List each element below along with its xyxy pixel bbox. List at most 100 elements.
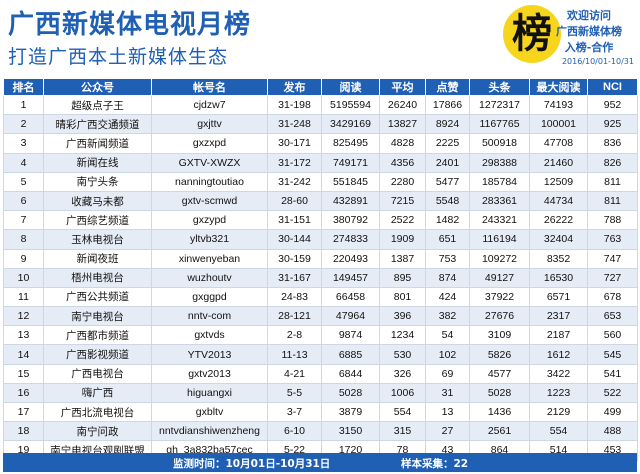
col-header-account[interactable]: 公众号	[43, 78, 152, 96]
cell-handle: nntvdianshiwenzheng	[151, 421, 268, 442]
table-row[interactable]: 13 广西都市频道 gxtvds 2-8 9874 1234 54 3109 2187 560	[3, 325, 638, 346]
cell-max-reads: 2317	[529, 306, 588, 327]
table-row[interactable]: 15 广西电视台 gxtv2013 4-21 6844 326 69 4577 3422 541	[3, 363, 638, 384]
cell-reads: 47964	[321, 306, 380, 327]
table-row[interactable]: 14 广西影视频道 YTV2013 11-13 6885 530 102 5826 1612 54…	[3, 344, 638, 365]
col-header-headline[interactable]: 头条	[469, 78, 530, 96]
cell-average: 7215	[379, 190, 426, 212]
cell-average: 4828	[379, 133, 426, 154]
cell-reads: 6885	[321, 344, 380, 365]
table-body: 1 超级点子王 cjdzw7 31-198 5195594 26240 17866 12723…	[3, 94, 638, 461]
cell-account: 收藏马未都	[43, 190, 152, 212]
cell-average: 530	[379, 344, 426, 365]
footer-bar: 监测时间：10月01日-10月31日 样本采集：22	[3, 453, 637, 472]
cell-account: 广西影视频道	[43, 344, 152, 365]
cell-max-reads: 44734	[529, 190, 588, 212]
cell-headline: 116194	[469, 229, 530, 250]
promo-line-welcome: 欢迎访问	[567, 9, 611, 22]
cell-reads: 6844	[321, 363, 380, 384]
table-row[interactable]: 2 晴彩广西交通频道 gxjttv 31-248 3429169 13827 8924 116…	[3, 114, 638, 135]
cell-average: 895	[379, 267, 426, 288]
table-row[interactable]: 6 收藏马未都 gxtv-scmwd 28-60 432891 7215 5548 28336…	[3, 190, 638, 212]
promo-text[interactable]: 欢迎访问 广西新媒体榜 入榜-合作	[548, 8, 630, 56]
cell-rank: 14	[3, 344, 44, 365]
cell-posts: 3-7	[267, 401, 322, 423]
table-row[interactable]: 16 嗨广西 higuangxi 5-5 5028 1006 31 5028 1223 522	[3, 382, 638, 404]
table-row[interactable]: 12 南宁电视台 nntv-com 28-121 47964 396 382 27676 231…	[3, 306, 638, 327]
cell-nci: 545	[587, 344, 638, 365]
cell-nci: 747	[587, 248, 638, 269]
cell-handle: higuangxi	[151, 382, 268, 404]
bang-logo[interactable]: 榜	[503, 5, 561, 63]
cell-likes: 651	[425, 229, 470, 250]
cell-handle: gxggpd	[151, 286, 268, 308]
cell-max-reads: 26222	[529, 210, 588, 231]
cell-nci: 522	[587, 382, 638, 404]
cell-reads: 220493	[321, 248, 380, 269]
cell-headline: 1167765	[469, 114, 530, 135]
cell-average: 1387	[379, 248, 426, 269]
cell-nci: 763	[587, 229, 638, 250]
col-header-posts[interactable]: 发布	[267, 78, 322, 96]
cell-nci: 925	[587, 114, 638, 135]
cell-reads: 551845	[321, 171, 380, 192]
table-row[interactable]: 11 广西公共频道 gxggpd 24-83 66458 801 424 37922 6571 6…	[3, 286, 638, 308]
cell-max-reads: 6571	[529, 286, 588, 308]
cell-posts: 6-10	[267, 421, 322, 442]
col-header-handle[interactable]: 帐号名	[151, 78, 268, 96]
cell-account: 广西电视台	[43, 363, 152, 384]
cell-reads: 274833	[321, 229, 380, 250]
cell-reads: 825495	[321, 133, 380, 154]
col-header-reads[interactable]: 阅读	[321, 78, 380, 96]
cell-headline: 1436	[469, 401, 530, 423]
cell-max-reads: 21460	[529, 152, 588, 173]
cell-average: 326	[379, 363, 426, 384]
cell-rank: 13	[3, 325, 44, 346]
cell-posts: 31-198	[267, 94, 322, 116]
table-row[interactable]: 10 梧州电视台 wuzhoutv 31-167 149457 895 874 49127 16…	[3, 267, 638, 288]
cell-headline: 1272317	[469, 94, 530, 116]
cell-posts: 30-159	[267, 248, 322, 269]
cell-headline: 5028	[469, 382, 530, 404]
page-subtitle: 打造广西本土新媒体生态	[8, 46, 229, 68]
cell-account: 广西公共频道	[43, 286, 152, 308]
cell-posts: 31-172	[267, 152, 322, 173]
col-header-nci[interactable]: NCI	[587, 78, 638, 96]
cell-headline: 243321	[469, 210, 530, 231]
cell-nci: 488	[587, 421, 638, 442]
cell-likes: 13	[425, 401, 470, 423]
cell-likes: 69	[425, 363, 470, 384]
cell-likes: 17866	[425, 94, 470, 116]
col-header-rank[interactable]: 排名	[3, 78, 44, 96]
cell-handle: nntv-com	[151, 306, 268, 327]
col-header-average[interactable]: 平均	[379, 78, 426, 96]
table-row[interactable]: 1 超级点子王 cjdzw7 31-198 5195594 26240 17866 12723…	[3, 94, 638, 116]
cell-rank: 11	[3, 286, 44, 308]
cell-account: 嗨广西	[43, 382, 152, 404]
table-row[interactable]: 3 广西新闻频道 gxzxpd 30-171 825495 4828 2225 500918 4…	[3, 133, 638, 154]
cell-headline: 2561	[469, 421, 530, 442]
cell-account: 广西都市频道	[43, 325, 152, 346]
table-row[interactable]: 18 南宁问政 nntvdianshiwenzheng 6-10 3150 315 27 25…	[3, 421, 638, 442]
cell-nci: 826	[587, 152, 638, 173]
cell-rank: 10	[3, 267, 44, 288]
cell-reads: 66458	[321, 286, 380, 308]
table-row[interactable]: 4 新闻在线 GXTV-XWZX 31-172 749171 4356 2401 298388…	[3, 152, 638, 173]
cell-average: 13827	[379, 114, 426, 135]
cell-account: 新闻在线	[43, 152, 152, 173]
cell-posts: 11-13	[267, 344, 322, 365]
cell-account: 超级点子王	[43, 94, 152, 116]
table-row[interactable]: 7 广西综艺频道 gxzypd 31-151 380792 2522 1482 243321 2…	[3, 210, 638, 231]
cell-average: 315	[379, 421, 426, 442]
cell-likes: 382	[425, 306, 470, 327]
table-row[interactable]: 9 新闻夜班 xinwenyeban 30-159 220493 1387 753 10927…	[3, 248, 638, 269]
table-row[interactable]: 17 广西北流电视台 gxbltv 3-7 3879 554 13 1436 2129 499	[3, 401, 638, 423]
table-row[interactable]: 5 南宁头条 nanningtoutiao 31-242 551845 2280 5477 1…	[3, 171, 638, 192]
cell-reads: 5028	[321, 382, 380, 404]
cell-posts: 28-60	[267, 190, 322, 212]
table-row[interactable]: 8 玉林电视台 yltvb321 30-144 274833 1909 651 116194 3…	[3, 229, 638, 250]
col-header-max-reads[interactable]: 最大阅读	[529, 78, 588, 96]
cell-likes: 102	[425, 344, 470, 365]
cell-likes: 2401	[425, 152, 470, 173]
col-header-likes[interactable]: 点赞	[425, 78, 470, 96]
